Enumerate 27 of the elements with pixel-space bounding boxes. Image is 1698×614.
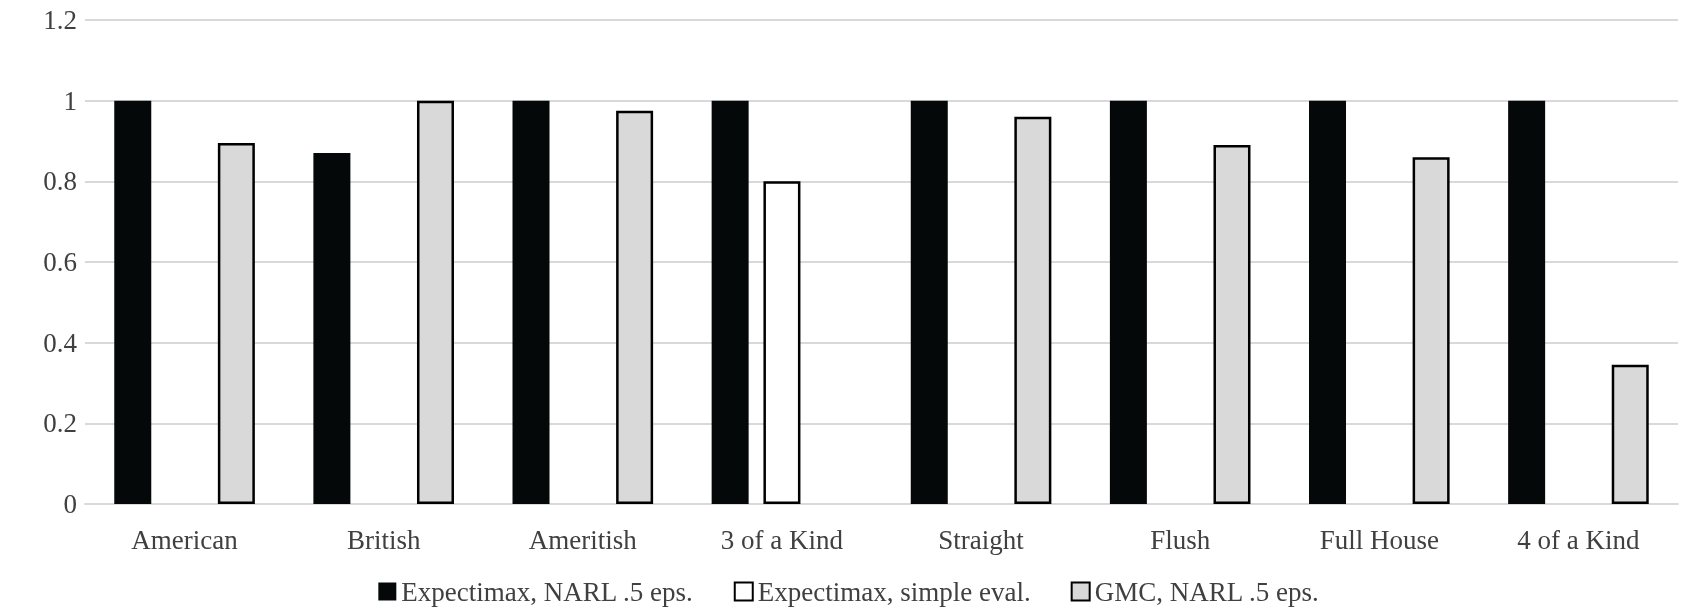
bar — [1508, 100, 1546, 504]
x-tick-label: Full House — [1319, 524, 1439, 555]
bar — [763, 181, 801, 504]
x-tick-label: British — [346, 524, 421, 555]
y-tick-label: 0 — [63, 489, 77, 519]
y-tick-label: 0.2 — [43, 408, 77, 439]
bar — [114, 100, 152, 504]
bar — [910, 100, 948, 504]
legend-label: Expectimax, simple eval. — [757, 576, 1031, 607]
bar — [512, 100, 550, 504]
bar — [1109, 100, 1147, 504]
legend-label: Expectimax, NARL .5 eps. — [401, 576, 693, 607]
y-tick-label: 0.6 — [43, 247, 77, 277]
y-tick-label: 1.2 — [43, 5, 77, 35]
y-tick-label: 1 — [63, 85, 77, 116]
legend-label: GMC, NARL .5 eps. — [1094, 576, 1319, 607]
y-tick-label: 0.8 — [43, 166, 77, 197]
bar — [711, 100, 749, 504]
x-tick-label: 4 of a Kind — [1517, 524, 1641, 555]
x-tick-label: Ameritish — [528, 524, 638, 555]
bar — [1309, 100, 1347, 504]
bar — [313, 153, 351, 504]
x-tick-label: 3 of a Kind — [720, 524, 844, 555]
x-tick-label: Straight — [938, 524, 1025, 555]
x-tick-label: Flush — [1150, 524, 1211, 555]
x-tick-label: American — [131, 524, 239, 555]
y-tick-label: 0.4 — [43, 327, 78, 358]
